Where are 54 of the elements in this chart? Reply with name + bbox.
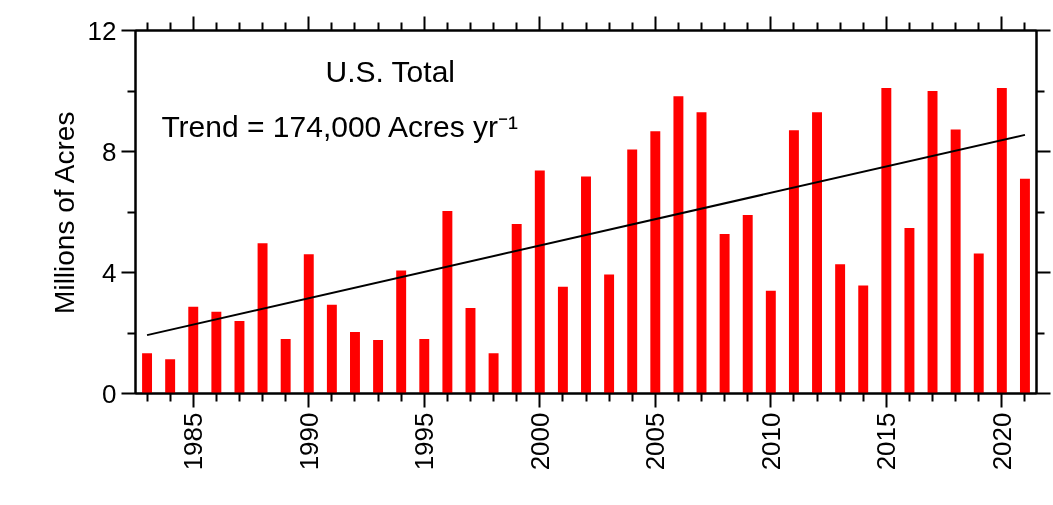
bar: [927, 91, 938, 394]
x-tick-label: 2015: [871, 412, 902, 471]
x-tick-label: 2000: [524, 412, 555, 471]
x-tick-label: 1990: [293, 412, 324, 471]
bar: [996, 87, 1007, 394]
bar: [604, 274, 615, 394]
y-axis-title: Millions of Acres: [48, 111, 80, 314]
bar: [396, 270, 407, 394]
annotation: U.S. Total: [325, 55, 455, 88]
x-tick-label: 2010: [755, 412, 786, 471]
bar: [719, 234, 730, 394]
bar: [904, 228, 915, 394]
bar: [765, 290, 776, 394]
bar: [419, 339, 430, 394]
bar: [488, 353, 499, 394]
bar: [303, 254, 314, 394]
bar: [442, 211, 453, 394]
y-tick-label: 0: [102, 378, 117, 409]
bar: [835, 264, 846, 394]
bar: [627, 149, 638, 394]
bar: [973, 253, 984, 394]
bar: [373, 339, 384, 394]
y-tick-label: 4: [102, 257, 117, 288]
y-tick-label: 12: [87, 15, 117, 46]
bar: [350, 332, 360, 394]
y-tick-label: 8: [102, 136, 117, 167]
x-tick-label: 1995: [409, 412, 440, 471]
bar: [650, 131, 661, 394]
bar: [581, 176, 591, 394]
bar: [326, 304, 337, 394]
bar: [742, 215, 753, 394]
bar: [696, 112, 707, 394]
bar: [950, 129, 961, 394]
bar: [211, 311, 222, 394]
annotation: Trend = 174,000 Acres yr⁻¹: [161, 110, 518, 143]
bar: [165, 359, 176, 394]
bar: [881, 87, 892, 394]
bar: [188, 306, 199, 394]
bar: [534, 170, 545, 394]
bar: [557, 286, 568, 394]
bar: [465, 307, 476, 394]
bar: [142, 353, 153, 394]
x-tick-label: 2005: [640, 412, 671, 471]
bar: [280, 339, 291, 394]
bar: [788, 130, 799, 394]
bar: [257, 243, 268, 394]
bar: [234, 320, 245, 394]
bar: [812, 112, 822, 394]
x-tick-label: 1985: [178, 412, 209, 471]
bar: [511, 224, 522, 394]
x-tick-label: 2020: [986, 412, 1017, 471]
bar: [858, 285, 869, 394]
bar: [673, 96, 684, 394]
bar: [1019, 178, 1030, 394]
